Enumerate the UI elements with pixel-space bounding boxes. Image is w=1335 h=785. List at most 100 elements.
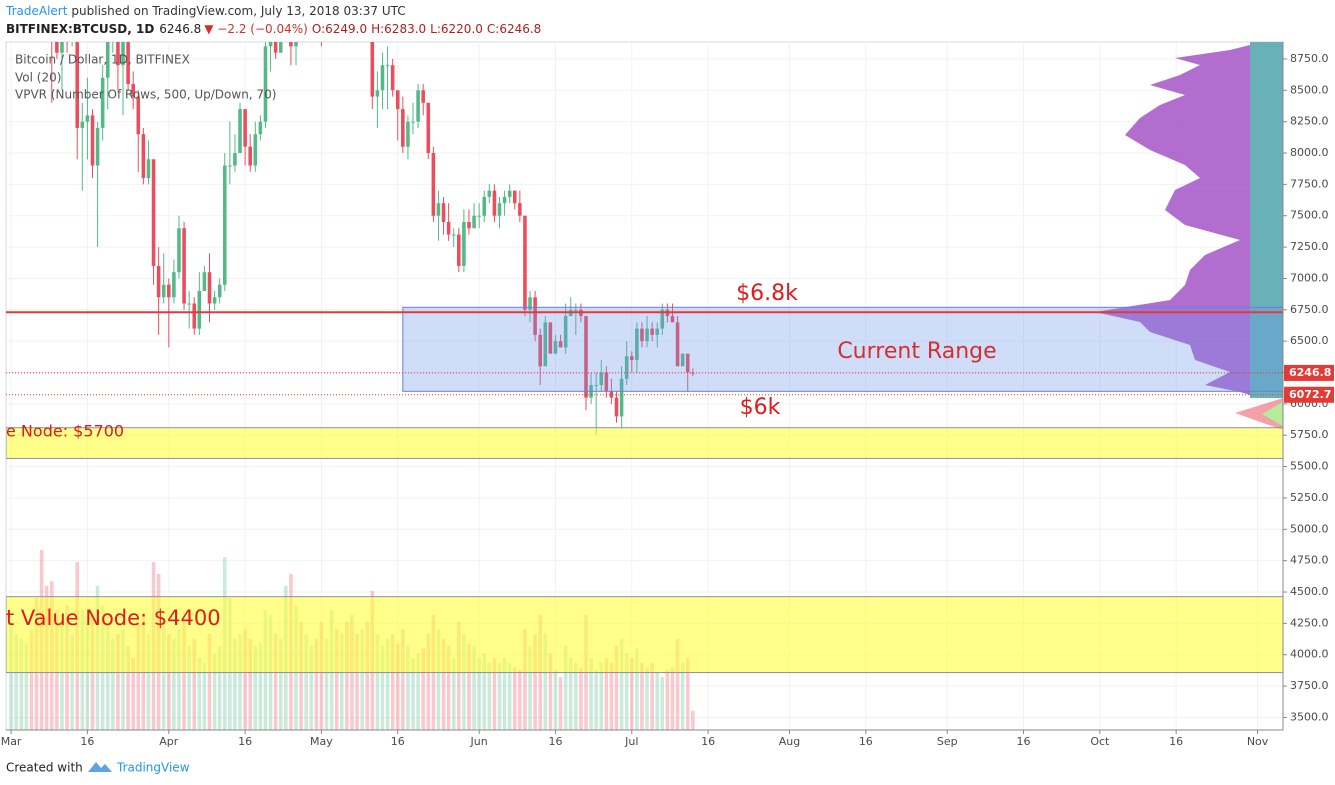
candle-body	[416, 90, 420, 122]
candle-body	[619, 378, 624, 417]
volume-bar	[492, 658, 497, 730]
candle-body	[268, 42, 273, 47]
y-tick-label: 3750.0	[1290, 679, 1329, 692]
y-tick-label: 7750.0	[1290, 177, 1329, 190]
candle-body	[172, 272, 176, 298]
candle-body	[355, 0, 359, 2]
volume-bar	[604, 658, 609, 730]
volume-bar	[457, 622, 461, 730]
volume-bar	[192, 638, 197, 730]
candle-body	[604, 372, 609, 392]
y-tick-label: 5750.0	[1290, 428, 1329, 441]
volume-bar	[558, 677, 563, 730]
x-tick-label: Aug	[779, 735, 800, 748]
candle-body	[574, 309, 578, 311]
candle-body	[141, 134, 146, 179]
candle-body	[177, 228, 181, 273]
candle-body	[497, 203, 502, 216]
candle-body	[411, 121, 415, 123]
volume-bar	[487, 662, 492, 730]
volume-bar	[111, 638, 115, 730]
volume-bar	[589, 658, 593, 730]
candle-body	[182, 228, 186, 304]
volume-bar	[528, 646, 532, 730]
x-tick-label: Jun	[470, 735, 488, 748]
footer-created: Created with	[6, 761, 83, 775]
volume-bar	[29, 629, 34, 730]
volume-bar	[533, 634, 537, 730]
candle-body	[330, 0, 334, 2]
y-tick-label: 7000.0	[1290, 271, 1329, 284]
candle-body	[243, 109, 247, 147]
candle-body	[507, 190, 512, 197]
volume-bar	[507, 662, 512, 730]
volume-bar	[380, 646, 385, 730]
candle-body	[548, 322, 553, 354]
candle-body	[136, 96, 141, 135]
candle-body	[375, 90, 380, 97]
volume-bar	[19, 638, 24, 730]
volume-bar	[441, 638, 446, 730]
price-label-box	[1284, 364, 1334, 381]
volume-bar	[451, 658, 456, 730]
volume-bar	[497, 662, 502, 730]
author[interactable]: TradeAlert	[5, 4, 68, 18]
candle-body	[563, 316, 568, 348]
volume-bar	[579, 667, 583, 730]
volume-bar	[177, 629, 181, 730]
volume-bar	[574, 662, 578, 730]
volume-bar	[426, 634, 431, 730]
volume-bar	[278, 638, 283, 730]
candle-body	[222, 165, 227, 285]
annotation: $6k	[740, 395, 781, 420]
candle-body	[670, 316, 675, 323]
x-tick-label: Mar	[1, 735, 22, 748]
candle-body	[156, 265, 161, 298]
volume-bar	[568, 658, 573, 730]
x-tick-label: 16	[548, 735, 562, 748]
volume-bar	[645, 667, 649, 730]
price-label: 6246.8	[1289, 366, 1331, 379]
volume-bar	[594, 670, 598, 730]
candle-body	[421, 90, 425, 103]
candle-body	[436, 203, 441, 216]
footer-brand[interactable]: TradingView	[116, 761, 190, 775]
candle-body	[263, 46, 268, 122]
candle-body	[212, 297, 217, 304]
y-tick-label: 4500.0	[1290, 585, 1329, 598]
y-tick-label: 6750.0	[1290, 303, 1329, 316]
volume-bar	[304, 634, 308, 730]
candle-body	[492, 190, 497, 216]
volume-bar	[299, 622, 303, 730]
vpvr-band	[1250, 42, 1283, 398]
volume-bar	[416, 653, 420, 730]
candle-body	[238, 109, 242, 154]
volume-bar	[233, 638, 237, 730]
candle-body	[472, 215, 476, 229]
volume-bar	[619, 638, 624, 730]
y-tick-label: 8000.0	[1290, 146, 1329, 159]
volume-bar	[121, 629, 125, 730]
footer-bg	[0, 752, 1335, 785]
y-tick-label: 4000.0	[1290, 648, 1329, 661]
x-tick-label: 16	[238, 735, 252, 748]
candle-body	[111, 40, 115, 41]
last-price: 6246.8	[159, 22, 201, 36]
volume-bar	[543, 634, 548, 730]
volume-bar	[9, 622, 13, 730]
volume-bar	[146, 634, 151, 730]
volume-bar	[640, 662, 644, 730]
candle-body	[75, 42, 80, 128]
volume-bar	[360, 629, 364, 730]
candle-body	[401, 109, 405, 147]
candle-body	[523, 215, 527, 310]
x-tick-label: Apr	[159, 735, 179, 748]
volume-bar	[375, 634, 380, 730]
candle-body	[518, 203, 522, 216]
volume-bar	[462, 634, 466, 730]
candle-body	[457, 234, 461, 266]
volume-bar	[334, 629, 339, 730]
volume-bar	[691, 710, 695, 730]
candle-body	[512, 190, 517, 204]
candle-body	[100, 77, 105, 128]
